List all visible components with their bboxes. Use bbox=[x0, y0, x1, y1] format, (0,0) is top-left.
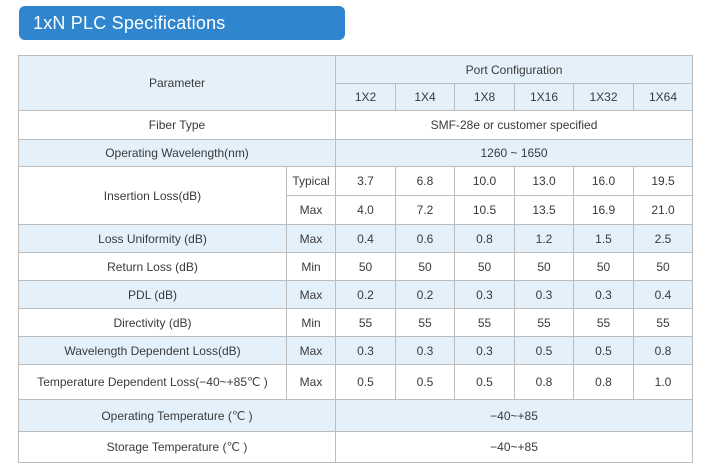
param-label: Directivity (dB) bbox=[18, 308, 287, 337]
value-cell: 0.6 bbox=[395, 224, 455, 253]
condition-cell: Max bbox=[286, 364, 336, 400]
value-cell: 55 bbox=[632, 308, 694, 337]
value-cell: 50 bbox=[573, 252, 634, 281]
port-header: 1X64 bbox=[632, 83, 694, 111]
value-cell: 50 bbox=[395, 252, 455, 281]
parameter-header: Parameter bbox=[18, 55, 336, 111]
value-cell: 21.0 bbox=[632, 195, 694, 225]
value-cell: 50 bbox=[335, 252, 396, 281]
condition-cell: Max bbox=[286, 195, 336, 225]
spec-table: Parameter Port Configuration 1X2 1X4 1X8… bbox=[18, 55, 694, 463]
return-loss-row: Return Loss (dB) Min 50 50 50 50 50 50 bbox=[18, 252, 694, 281]
port-header: 1X16 bbox=[514, 83, 574, 111]
value-cell: 55 bbox=[514, 308, 574, 337]
value-cell: 0.3 bbox=[573, 280, 634, 309]
param-label: Return Loss (dB) bbox=[18, 252, 287, 281]
value-cell: 0.3 bbox=[454, 280, 515, 309]
ports-row: 1X2 1X4 1X8 1X16 1X32 1X64 bbox=[19, 83, 694, 111]
storage-temperature-row: Storage Temperature (℃ ) −40~+85 bbox=[18, 431, 694, 463]
param-value: SMF-28e or customer specified bbox=[334, 110, 694, 140]
wavelength-dependent-loss-row: Wavelength Dependent Loss(dB) Max 0.3 0.… bbox=[18, 336, 694, 365]
param-label: Operating Temperature (℃ ) bbox=[18, 399, 336, 432]
value-cell: 55 bbox=[335, 308, 396, 337]
value-cell: 13.5 bbox=[514, 195, 574, 225]
fiber-type-row: Fiber Type SMF-28e or customer specified bbox=[18, 110, 694, 140]
value-cell: 1.5 bbox=[573, 224, 634, 253]
param-label: Loss Uniformity (dB) bbox=[18, 224, 287, 253]
value-cell: 0.8 bbox=[632, 336, 694, 365]
spec-title-banner: 1xN PLC Specifications bbox=[19, 6, 345, 40]
header-row: Parameter Port Configuration bbox=[18, 55, 694, 111]
port-header: 1X2 bbox=[335, 83, 396, 111]
value-cell: 50 bbox=[454, 252, 515, 281]
value-cell: 16.0 bbox=[573, 166, 634, 196]
value-cell: 2.5 bbox=[632, 224, 694, 253]
pdl-row: PDL (dB) Max 0.2 0.2 0.3 0.3 0.3 0.4 bbox=[18, 280, 694, 309]
condition-cell: Max bbox=[286, 224, 336, 253]
loss-uniformity-row: Loss Uniformity (dB) Max 0.4 0.6 0.8 1.2… bbox=[18, 224, 694, 253]
value-cell: 0.4 bbox=[632, 280, 694, 309]
condition-cell: Typical bbox=[286, 166, 336, 196]
param-label: Insertion Loss(dB) bbox=[18, 166, 287, 225]
value-cell: 0.4 bbox=[335, 224, 396, 253]
value-cell: 50 bbox=[514, 252, 574, 281]
condition-cell: Min bbox=[286, 308, 336, 337]
value-cell: 55 bbox=[395, 308, 455, 337]
condition-cell: Max bbox=[286, 280, 336, 309]
operating-temperature-row: Operating Temperature (℃ ) −40~+85 bbox=[18, 399, 694, 432]
param-label: Operating Wavelength(nm) bbox=[18, 139, 336, 167]
condition-cell: Max bbox=[286, 336, 336, 365]
value-cell: 0.8 bbox=[514, 364, 574, 400]
value-cell: 10.5 bbox=[454, 195, 515, 225]
value-cell: 0.2 bbox=[395, 280, 455, 309]
value-cell: 1.2 bbox=[514, 224, 574, 253]
value-cell: 0.5 bbox=[514, 336, 574, 365]
value-cell: 0.5 bbox=[454, 364, 515, 400]
value-cell: 0.3 bbox=[454, 336, 515, 365]
value-cell: 55 bbox=[573, 308, 634, 337]
param-value: −40~+85 bbox=[334, 431, 694, 463]
page-title: 1xN PLC Specifications bbox=[33, 13, 226, 33]
value-cell: 50 bbox=[632, 252, 694, 281]
param-label: Temperature Dependent Loss(−40~+85℃ ) bbox=[18, 364, 287, 400]
value-cell: 7.2 bbox=[395, 195, 455, 225]
value-cell: 0.5 bbox=[573, 336, 634, 365]
value-cell: 0.5 bbox=[395, 364, 455, 400]
value-cell: 4.0 bbox=[335, 195, 396, 225]
value-cell: 19.5 bbox=[632, 166, 694, 196]
port-configuration-header: Port Configuration bbox=[334, 55, 694, 84]
value-cell: 0.2 bbox=[335, 280, 396, 309]
value-cell: 0.3 bbox=[395, 336, 455, 365]
value-cell: 13.0 bbox=[514, 166, 574, 196]
param-label: Wavelength Dependent Loss(dB) bbox=[18, 336, 287, 365]
value-cell: 6.8 bbox=[395, 166, 455, 196]
port-header: 1X4 bbox=[395, 83, 455, 111]
param-label: PDL (dB) bbox=[18, 280, 287, 309]
value-cell: 0.3 bbox=[514, 280, 574, 309]
param-label: Fiber Type bbox=[18, 110, 336, 140]
value-cell: 0.3 bbox=[335, 336, 396, 365]
port-header: 1X32 bbox=[573, 83, 634, 111]
condition-cell: Min bbox=[286, 252, 336, 281]
insertion-loss-typical-row: Insertion Loss(dB) Typical 3.7 6.8 10.0 … bbox=[18, 166, 694, 225]
value-cell: 3.7 bbox=[335, 166, 396, 196]
value-cell: 0.5 bbox=[335, 364, 396, 400]
port-header: 1X8 bbox=[454, 83, 515, 111]
temperature-dependent-loss-row: Temperature Dependent Loss(−40~+85℃ ) Ma… bbox=[18, 364, 694, 400]
operating-wavelength-row: Operating Wavelength(nm) 1260 ~ 1650 bbox=[18, 139, 694, 167]
value-cell: 0.8 bbox=[573, 364, 634, 400]
insertion-loss-max-row: Max 4.0 7.2 10.5 13.5 16.9 21.0 bbox=[19, 195, 694, 225]
value-cell: 55 bbox=[454, 308, 515, 337]
value-cell: 1.0 bbox=[632, 364, 694, 400]
value-cell: 10.0 bbox=[454, 166, 515, 196]
directivity-row: Directivity (dB) Min 55 55 55 55 55 55 bbox=[18, 308, 694, 337]
value-cell: 0.8 bbox=[454, 224, 515, 253]
value-cell: 16.9 bbox=[573, 195, 634, 225]
param-label: Storage Temperature (℃ ) bbox=[18, 431, 336, 463]
param-value: 1260 ~ 1650 bbox=[334, 139, 694, 167]
param-value: −40~+85 bbox=[334, 399, 694, 432]
